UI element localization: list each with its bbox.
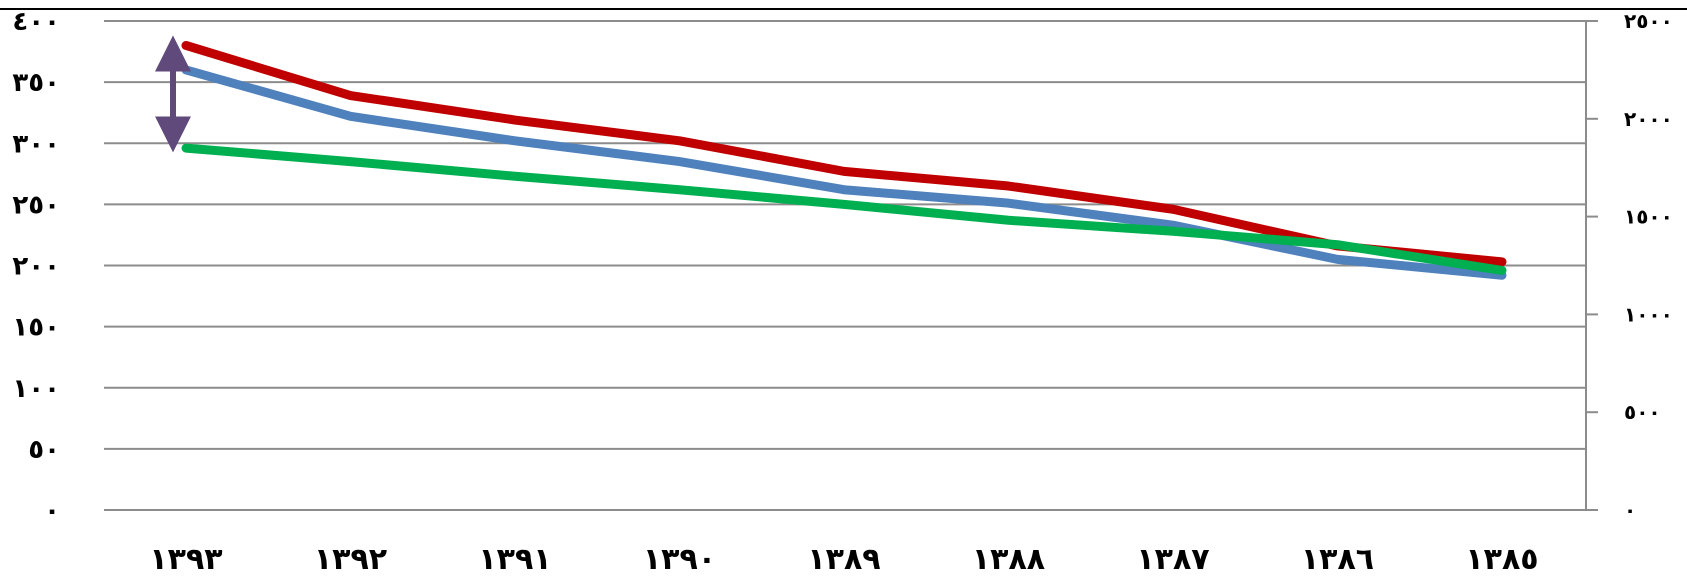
y-axis-left-ticks: ٠ ٥٠ ١٠٠ ١٥٠ ٢٠٠ ٢٥٠ ٣٠٠ ٣٥٠ ٤٠٠	[12, 7, 60, 526]
y-tick-label-left: ٣٠٠	[12, 129, 60, 159]
x-tick-label: ١٣٨٥	[1465, 542, 1538, 577]
y-tick-label-left: ١٥٠	[12, 313, 60, 343]
y-tick-label-left: ٥٠	[28, 435, 60, 465]
x-axis-ticks: ١٣٩٣ ١٣٩٢ ١٣٩١ ١٣٩٠ ١٣٨٩ ١٣٨٨ ١٣٨٧ ١٣٨٦ ١٣٨٥	[149, 542, 1538, 577]
y-tick-label-left: ٠	[44, 496, 60, 526]
series-lines	[181, 40, 1507, 280]
x-tick-label: ١٣٨٧	[1136, 542, 1209, 577]
gridlines	[104, 20, 1586, 511]
x-tick-label: ١٣٨٩	[807, 542, 880, 577]
y-tick-label-right: ٥٠٠	[1624, 400, 1661, 424]
y-tick-label-left: ٤٠٠	[12, 7, 60, 37]
y-tick-label-right: ٠	[1624, 498, 1636, 522]
x-tick-label: ١٣٩٠	[643, 542, 716, 577]
y-tick-label-right: ١٥٠٠	[1624, 205, 1673, 229]
series-line-1	[181, 40, 1507, 267]
y-tick-label-right: ٢٠٠٠	[1624, 107, 1673, 131]
y-tick-label-left: ٢٥٠	[12, 190, 60, 220]
y-tick-label-right: ١٠٠٠	[1624, 302, 1673, 326]
x-tick-label: ١٣٩٣	[149, 542, 222, 577]
x-tick-label: ١٣٨٨	[972, 542, 1045, 577]
series-line-2	[181, 65, 1507, 280]
y-tick-label-right: ٢٥٠٠	[1624, 9, 1673, 33]
series-line-3	[181, 143, 1507, 275]
y-axis-right-ticks: ٠ ٥٠٠ ١٠٠٠ ١٥٠٠ ٢٠٠٠ ٢٥٠٠	[1586, 9, 1673, 522]
x-tick-label: ١٣٩١	[478, 542, 551, 577]
y-tick-label-left: ١٠٠	[12, 374, 60, 404]
x-tick-label: ١٣٨٦	[1301, 542, 1374, 577]
x-tick-label: ١٣٩٢	[314, 542, 387, 577]
y-tick-label-left: ٢٠٠	[12, 252, 60, 282]
y-tick-label-left: ٣٥٠	[12, 68, 60, 98]
